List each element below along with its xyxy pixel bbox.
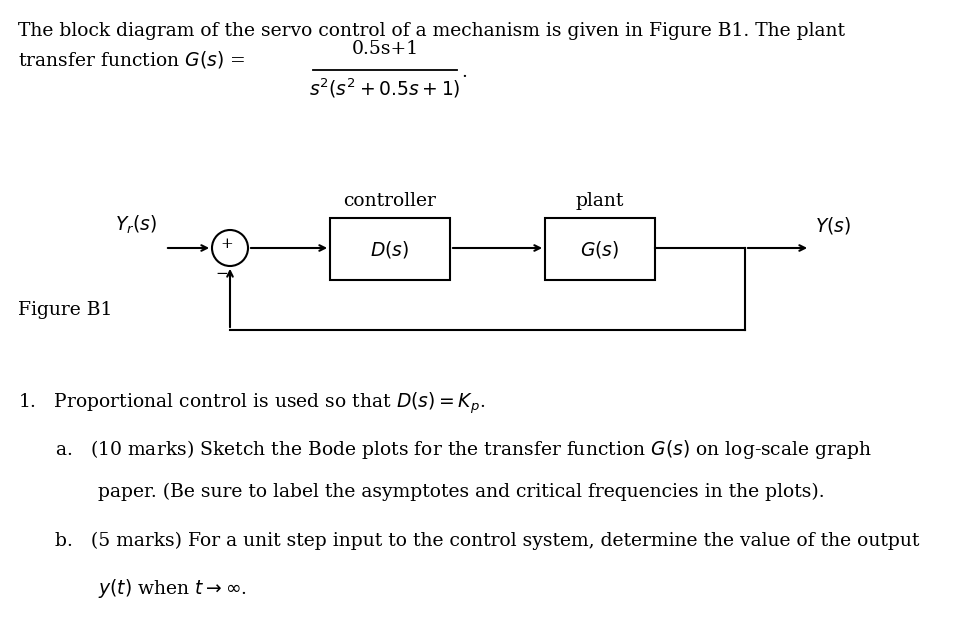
Text: controller: controller (344, 192, 436, 210)
Text: 0.5s+1: 0.5s+1 (352, 40, 419, 58)
Text: paper. (Be sure to label the asymptotes and critical frequencies in the plots).: paper. (Be sure to label the asymptotes … (98, 483, 825, 501)
Text: $G(s)$: $G(s)$ (580, 239, 620, 260)
Text: b.   (5 marks) For a unit step input to the control system, determine the value : b. (5 marks) For a unit step input to th… (55, 532, 920, 550)
Text: a.   (10 marks) Sketch the Bode plots for the transfer function $G(s)$ on log-sc: a. (10 marks) Sketch the Bode plots for … (55, 438, 873, 461)
Text: .: . (461, 63, 467, 81)
Text: −: − (215, 267, 228, 281)
Text: +: + (221, 237, 234, 251)
Bar (545, 218, 655, 280)
Text: $s^2(s^2+0.5s+1)$: $s^2(s^2+0.5s+1)$ (309, 77, 461, 101)
Text: 1.   Proportional control is used so that $D(s) = K_p$.: 1. Proportional control is used so that … (18, 390, 485, 415)
Text: The block diagram of the servo control of a mechanism is given in Figure B1. The: The block diagram of the servo control o… (18, 22, 845, 40)
Text: transfer function $G(s)$ =: transfer function $G(s)$ = (18, 49, 245, 70)
Text: $Y(s)$: $Y(s)$ (815, 215, 851, 236)
Text: Figure B1: Figure B1 (18, 301, 112, 319)
Text: $Y_r(s)$: $Y_r(s)$ (115, 214, 158, 236)
Text: plant: plant (576, 192, 625, 210)
Text: $D(s)$: $D(s)$ (370, 239, 409, 260)
Text: $y(t)$ when $t \rightarrow \infty$.: $y(t)$ when $t \rightarrow \infty$. (98, 577, 247, 600)
Bar (330, 218, 450, 280)
